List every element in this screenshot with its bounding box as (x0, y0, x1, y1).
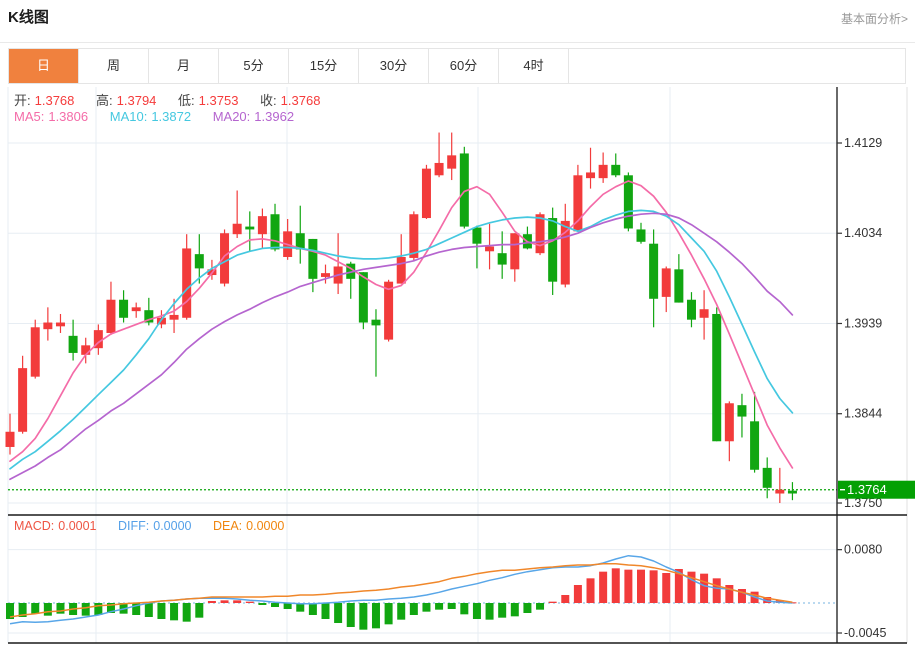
candlestick-series (5, 132, 797, 504)
low-label: 低: (178, 93, 195, 108)
page-title: K线图 (8, 9, 49, 26)
dea-label: DEA: (212, 519, 243, 533)
tab-week[interactable]: 周 (79, 49, 149, 83)
ma5-value: 1.3806 (48, 109, 89, 124)
svg-text:1.3764: 1.3764 (847, 482, 887, 497)
ohlc-legend: 开: 1.3768 高: 1.3794 低: 1.3753 收: 1.3768 (14, 90, 324, 109)
close-value: 1.3768 (280, 93, 321, 108)
svg-text:1.3750: 1.3750 (844, 496, 882, 510)
tab-60min[interactable]: 60分 (429, 49, 499, 83)
macd-label: MACD: (14, 519, 55, 533)
diff-value: 0.0000 (153, 519, 192, 533)
header-divider (0, 42, 915, 43)
svg-text:0.0080: 0.0080 (844, 543, 882, 557)
macd-legend: MACD: 0.0001 DIFF: 0.0000 DEA: 0.0000 (14, 519, 288, 533)
open-value: 1.3768 (34, 93, 75, 108)
ma20-label: MA20: (212, 109, 251, 124)
svg-text:1.4129: 1.4129 (844, 136, 882, 150)
ma10-label: MA10: (109, 109, 148, 124)
svg-text:-0.0045: -0.0045 (844, 626, 886, 640)
macd-value: 0.0001 (58, 519, 97, 533)
ma5-label: MA5: (14, 109, 45, 124)
close-label: 收: (260, 93, 277, 108)
low-value: 1.3753 (198, 93, 239, 108)
ma20-value: 1.3962 (254, 109, 295, 124)
tab-5min[interactable]: 5分 (219, 49, 289, 83)
price-axis-labels: 1.4129 1.4034 1.3939 1.3844 1.3750 0.0080 -0.0… (837, 136, 886, 640)
tab-day[interactable]: 日 (9, 49, 79, 83)
tab-4hour[interactable]: 4时 (499, 49, 569, 83)
tab-month[interactable]: 月 (149, 49, 219, 83)
dea-value: 0.0000 (246, 519, 285, 533)
svg-text:1.3844: 1.3844 (844, 407, 882, 421)
svg-text:1.4034: 1.4034 (844, 226, 882, 240)
fundamental-analysis-link[interactable]: 基本面分析> (840, 12, 908, 26)
ma10-value: 1.3872 (151, 109, 192, 124)
tab-15min[interactable]: 15分 (289, 49, 359, 83)
ma-line-ma20 (9, 212, 794, 481)
svg-text:1.3939: 1.3939 (844, 316, 882, 330)
grid-lines (7, 87, 908, 643)
axis-lines (8, 87, 907, 644)
high-value: 1.3794 (116, 93, 157, 108)
current-price-tag: 1.3764 (838, 480, 915, 499)
ma-legend: MA5: 1.3806 MA10: 1.3872 MA20: 1.3962 (14, 109, 298, 124)
open-label: 开: (14, 93, 31, 108)
dea-line (9, 562, 793, 618)
diff-label: DIFF: (118, 519, 150, 533)
diff-line (9, 554, 793, 625)
ma-line-ma5 (9, 180, 794, 469)
high-label: 高: (96, 93, 113, 108)
tab-30min[interactable]: 30分 (359, 49, 429, 83)
period-tab-strip: 日周月 5分 15分 30分 60分 4时 (8, 48, 906, 84)
